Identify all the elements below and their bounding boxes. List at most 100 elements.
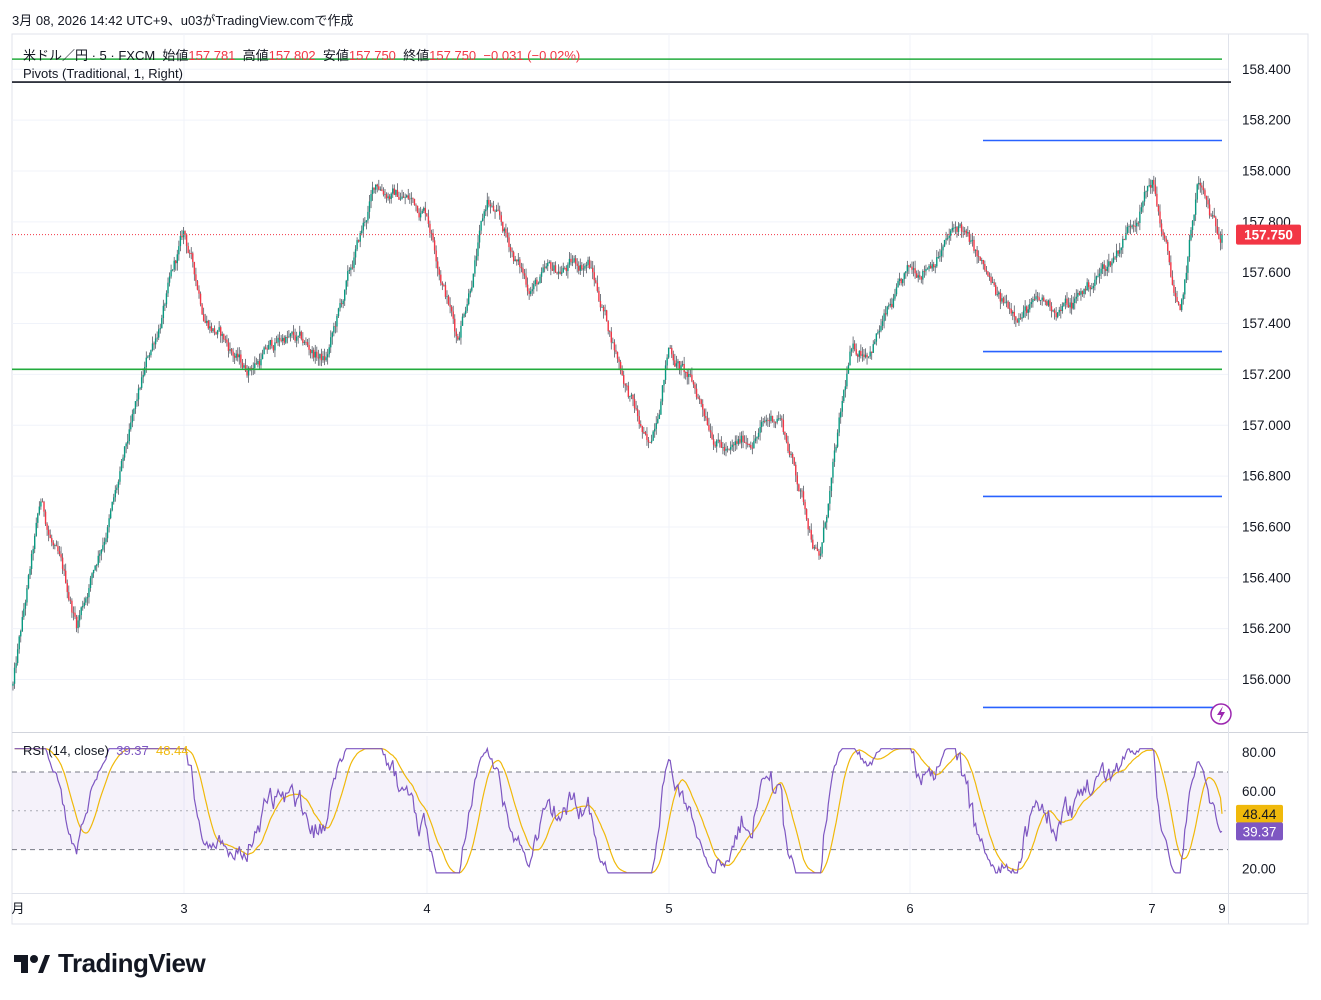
time-tick-label: 6 xyxy=(906,901,913,916)
rsi-pane xyxy=(12,746,1228,875)
candle-body xyxy=(215,332,217,335)
candle-body xyxy=(506,232,509,238)
symbol-label[interactable]: 米ドル／円 · 5 · FXCM xyxy=(23,48,156,63)
candle-body xyxy=(650,440,653,443)
candle-body xyxy=(153,343,155,345)
candle-body xyxy=(424,207,426,214)
candle-body xyxy=(206,320,208,323)
candle-body xyxy=(664,365,667,380)
candle-body xyxy=(449,304,451,307)
candle-body xyxy=(838,417,840,433)
candle-body xyxy=(784,432,786,435)
candle-body xyxy=(497,209,499,211)
candle-body xyxy=(841,400,843,412)
candle-body xyxy=(1156,193,1158,206)
candle-body xyxy=(570,258,572,263)
candle-body xyxy=(468,293,470,305)
candle-body xyxy=(373,187,375,190)
candle-body xyxy=(323,356,326,361)
candle-body xyxy=(802,491,805,502)
candle-body xyxy=(82,605,84,608)
high-value: 157.802 xyxy=(268,48,316,63)
candle-body xyxy=(1185,272,1188,280)
candle-body xyxy=(1165,238,1167,242)
candle-body xyxy=(593,272,595,281)
candle-body xyxy=(241,362,244,368)
candle-body xyxy=(889,303,891,306)
pivots-legend[interactable]: Pivots (Traditional, 1, Right) xyxy=(23,66,183,81)
candle-body xyxy=(822,527,825,543)
candle-body xyxy=(858,350,860,357)
candle-body xyxy=(1139,211,1141,224)
candle-body xyxy=(379,189,382,191)
candle-body xyxy=(902,279,904,284)
candle-body xyxy=(233,355,236,358)
tradingview-logo[interactable]: TradingView xyxy=(14,948,206,979)
candle-body xyxy=(1049,300,1051,307)
candle-body xyxy=(1207,200,1209,205)
candle-body xyxy=(32,549,34,554)
candle-body xyxy=(796,475,798,485)
candle-body xyxy=(15,663,17,668)
candle-body xyxy=(277,337,279,343)
candle-body xyxy=(641,425,643,433)
candle-body xyxy=(805,509,808,520)
candle-body xyxy=(928,265,930,269)
candle-body xyxy=(37,513,39,523)
candle-body xyxy=(716,440,718,447)
candle-body xyxy=(709,430,712,433)
candle-body xyxy=(113,497,115,502)
candle-body xyxy=(100,549,103,554)
open-value: 157.781 xyxy=(188,48,236,63)
candle-body xyxy=(1131,225,1133,228)
candle-body xyxy=(334,326,337,328)
candle-body xyxy=(703,409,705,417)
candle-body xyxy=(985,270,988,272)
candle-body xyxy=(998,292,1000,295)
candle-body xyxy=(635,408,637,410)
candle-body xyxy=(423,207,425,211)
price-tick-label: 157.400 xyxy=(1242,316,1291,331)
candle-body xyxy=(632,394,634,400)
candle-body xyxy=(331,332,333,338)
candle-body xyxy=(654,428,656,432)
candle-body xyxy=(1126,226,1129,233)
candle-body xyxy=(413,198,416,205)
candle-body xyxy=(1132,225,1135,227)
candle-body xyxy=(754,438,757,441)
candle-body xyxy=(1142,201,1144,208)
candle-body xyxy=(16,649,19,664)
candle-body xyxy=(419,213,422,218)
candle-body xyxy=(178,246,180,255)
candle-body xyxy=(184,230,186,235)
candle-body xyxy=(195,274,197,282)
candle-body xyxy=(1198,182,1200,185)
candle-body xyxy=(523,273,526,276)
candle-body xyxy=(1036,296,1039,298)
candle-body xyxy=(1170,262,1172,277)
candle-body xyxy=(396,189,399,197)
candle-body xyxy=(187,245,189,253)
candle-body xyxy=(757,432,760,437)
time-tick-label: 9 xyxy=(1218,901,1225,916)
candle-body xyxy=(447,296,450,305)
candle-body xyxy=(83,602,85,606)
candle-body xyxy=(1095,276,1098,280)
rsi-title[interactable]: RSI (14, close) xyxy=(23,743,109,758)
candle-body xyxy=(51,538,53,543)
candle-body xyxy=(788,451,791,455)
candle-body xyxy=(1035,296,1037,300)
candle-body xyxy=(306,342,309,345)
candle-body xyxy=(522,268,524,274)
candle-body xyxy=(392,188,394,194)
candle-body xyxy=(21,617,23,632)
candle-body xyxy=(1012,311,1014,314)
candle-body xyxy=(1146,186,1149,192)
candle-body xyxy=(567,264,569,272)
candle-body xyxy=(201,304,203,315)
candle-body xyxy=(238,354,240,358)
candle-body xyxy=(54,545,56,546)
candle-body xyxy=(790,454,792,455)
candle-body xyxy=(69,599,72,601)
